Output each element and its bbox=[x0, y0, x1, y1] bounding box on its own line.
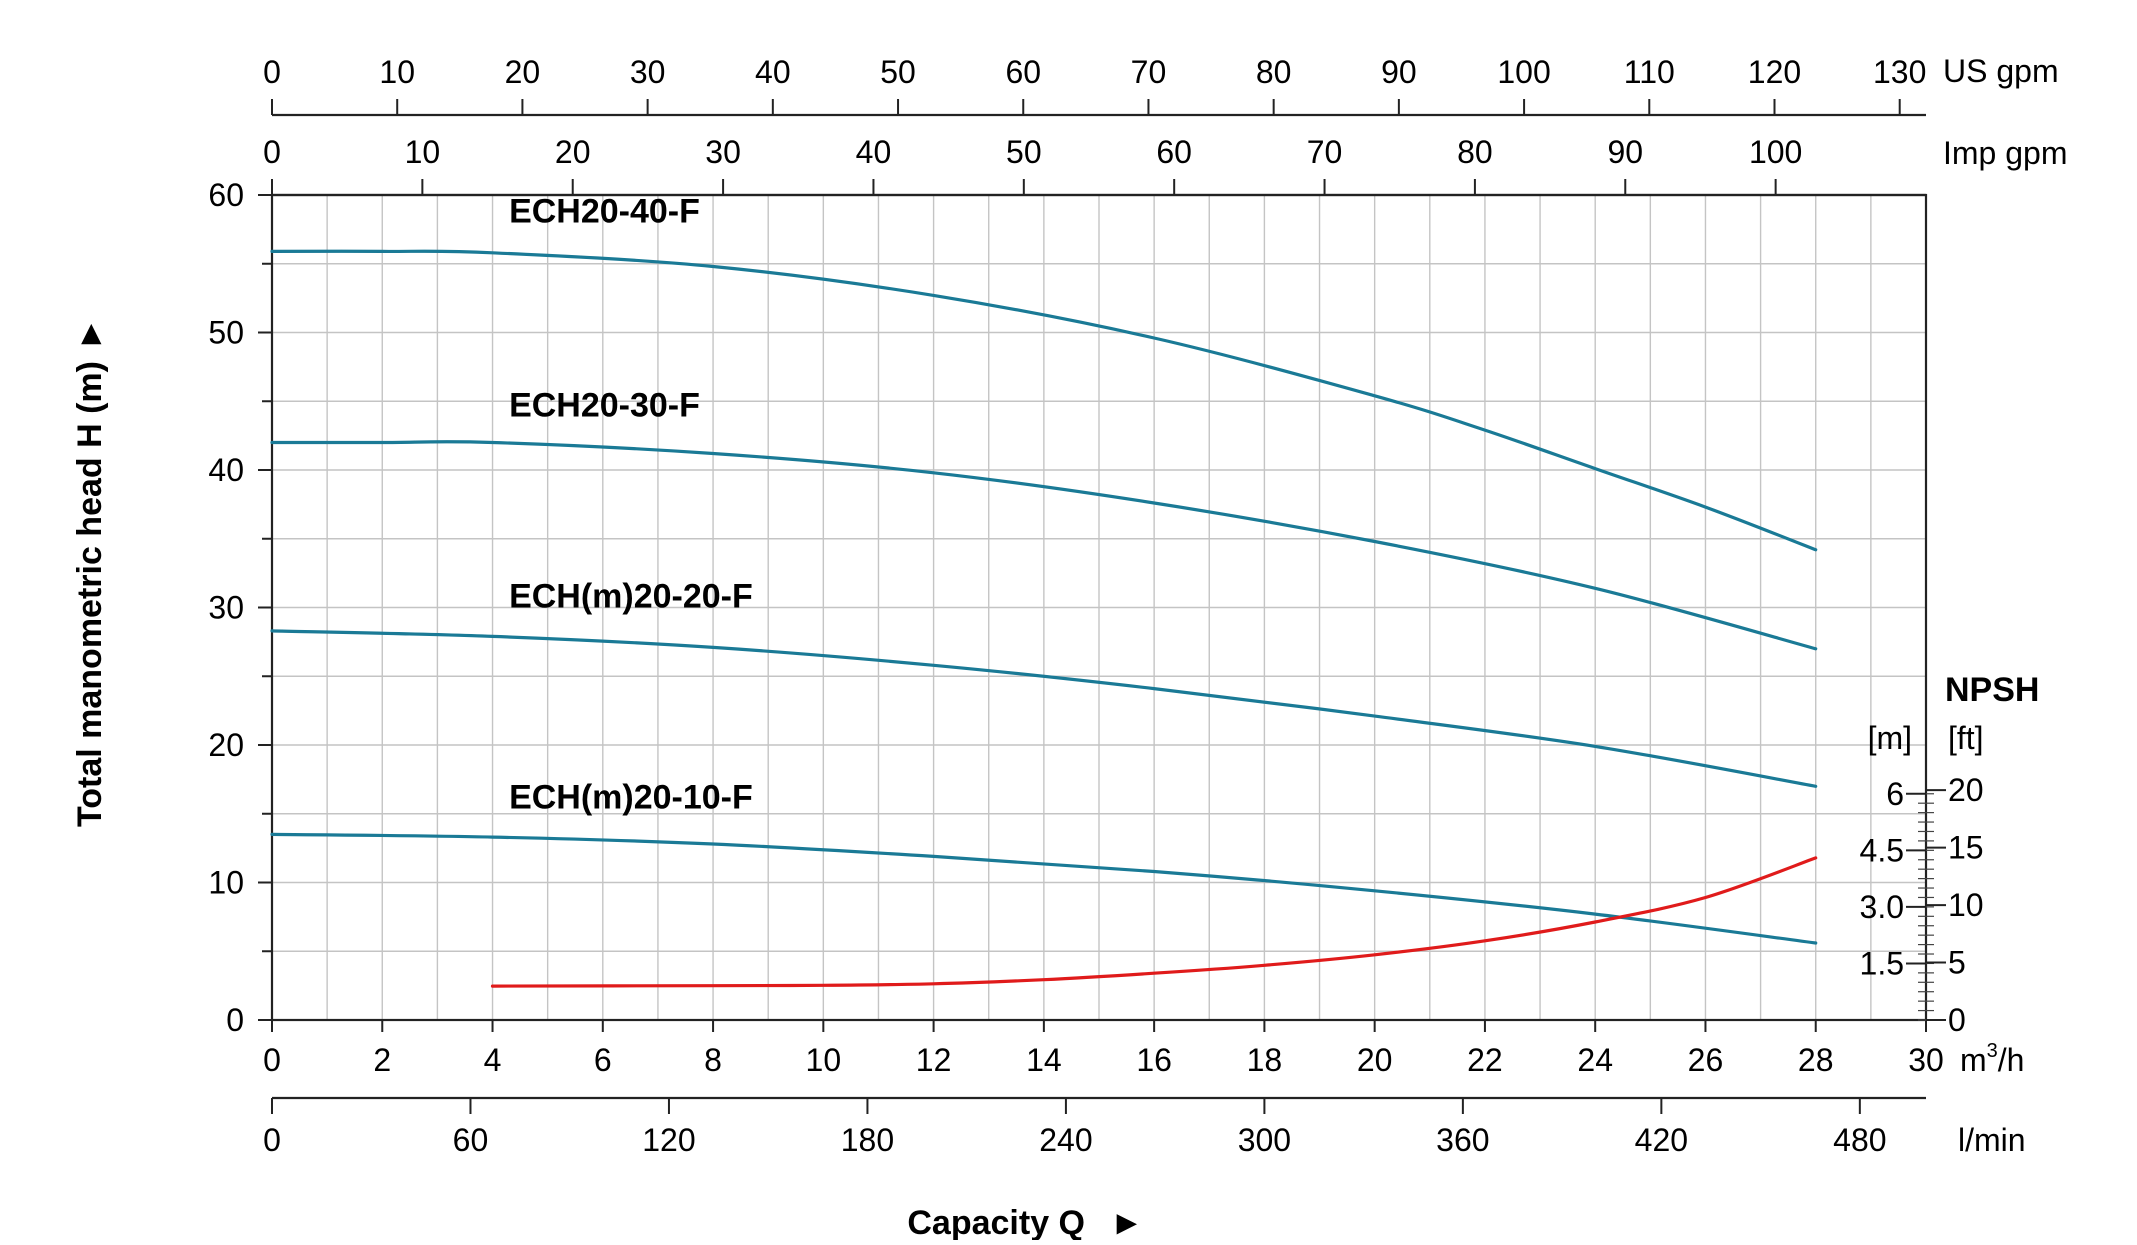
npsh-ft-unit: [ft] bbox=[1948, 720, 1984, 756]
npsh-axis-title: NPSH bbox=[1945, 671, 2039, 709]
data-series bbox=[270, 249, 1818, 988]
x-tick-label: 14 bbox=[1026, 1042, 1062, 1078]
lmin-tick-label: 480 bbox=[1833, 1122, 1886, 1158]
lmin-tick-label: 420 bbox=[1635, 1122, 1688, 1158]
x-tick-label: 10 bbox=[806, 1042, 842, 1078]
imp-gpm-tick-label: 100 bbox=[1749, 134, 1802, 170]
series-labels: ECH20-40-F ECH20-30-F ECH(m)20-20-F ECH(m)2… bbox=[509, 193, 753, 817]
curve-ech20-40-f bbox=[270, 249, 1818, 552]
imp-gpm-tick-label: 70 bbox=[1307, 134, 1343, 170]
y-axis-arrow: ► bbox=[71, 317, 109, 351]
us-gpm-tick-label: 130 bbox=[1873, 54, 1926, 90]
npsh-m-tick-label: 6 bbox=[1886, 776, 1904, 812]
us-gpm-unit: US gpm bbox=[1943, 53, 2059, 89]
x-tick-label: 20 bbox=[1357, 1042, 1393, 1078]
x-tick-label: 8 bbox=[704, 1042, 722, 1078]
m3h-unit-tail: /h bbox=[1998, 1042, 2025, 1078]
npsh-ft-tick-label: 15 bbox=[1948, 830, 1984, 866]
npsh-ft-tick-label: 20 bbox=[1948, 772, 1984, 808]
imp-gpm-tick-label: 90 bbox=[1607, 134, 1643, 170]
us-gpm-tick-label: 80 bbox=[1256, 54, 1292, 90]
imp-gpm-tick-label: 60 bbox=[1156, 134, 1192, 170]
imp-gpm-tick-label: 20 bbox=[555, 134, 591, 170]
lmin-tick-label: 360 bbox=[1436, 1122, 1489, 1158]
x-tick-label: 18 bbox=[1247, 1042, 1283, 1078]
imp-gpm-tick-label: 40 bbox=[856, 134, 892, 170]
lmin-tick-label: 300 bbox=[1238, 1122, 1291, 1158]
x-tick-label: 2 bbox=[373, 1042, 391, 1078]
npsh-m-unit: [m] bbox=[1868, 720, 1912, 756]
npsh-m-tick-label: 1.5 bbox=[1860, 945, 1904, 981]
imp-gpm-tick-label: 10 bbox=[405, 134, 441, 170]
x-tick-label: 16 bbox=[1136, 1042, 1172, 1078]
curve-ech-m-20-20-f bbox=[270, 629, 1818, 788]
curve-label-ech20-30-f: ECH20-30-F bbox=[509, 386, 700, 424]
us-gpm-tick-label: 40 bbox=[755, 54, 791, 90]
y-tick-label: 20 bbox=[208, 727, 244, 763]
y-axis-title: Total manometric head H (m) bbox=[71, 361, 109, 827]
npsh-ft-tick-label: 10 bbox=[1948, 887, 1984, 923]
y-tick-label: 0 bbox=[226, 1002, 244, 1038]
imp-gpm-tick-label: 80 bbox=[1457, 134, 1493, 170]
imp-gpm-tick-label: 0 bbox=[263, 134, 281, 170]
lmin-tick-label: 120 bbox=[642, 1122, 695, 1158]
y-tick-label: 10 bbox=[208, 865, 244, 901]
lmin-tick-label: 180 bbox=[841, 1122, 894, 1158]
x-tick-label: 24 bbox=[1577, 1042, 1613, 1078]
x-axis-title: Capacity Q bbox=[907, 1204, 1085, 1240]
curve-ech-m-20-10-f bbox=[270, 832, 1818, 945]
m3h-unit: m3/h bbox=[1960, 1040, 2024, 1078]
x-tick-label: 4 bbox=[484, 1042, 502, 1078]
y-tick-label: 60 bbox=[208, 177, 244, 213]
y-tick-label: 30 bbox=[208, 590, 244, 626]
lmin-tick-label: 60 bbox=[453, 1122, 489, 1158]
y-tick-label: 40 bbox=[208, 452, 244, 488]
x-tick-label: 30 bbox=[1908, 1042, 1944, 1078]
lmin-tick-label: 240 bbox=[1039, 1122, 1092, 1158]
npsh-m-tick-label: 3.0 bbox=[1860, 889, 1904, 925]
curve-label-ech20-40-f: ECH20-40-F bbox=[509, 193, 700, 231]
us-gpm-tick-label: 90 bbox=[1381, 54, 1417, 90]
imp-gpm-unit: Imp gpm bbox=[1943, 135, 2067, 171]
curve-label-ech-m-20-10-f: ECH(m)20-10-F bbox=[509, 778, 753, 816]
lmin-unit: l/min bbox=[1958, 1122, 2026, 1158]
us-gpm-tick-label: 0 bbox=[263, 54, 281, 90]
us-gpm-tick-label: 30 bbox=[630, 54, 666, 90]
us-gpm-tick-label: 120 bbox=[1748, 54, 1801, 90]
npsh-ft-tick-label: 0 bbox=[1948, 1002, 1966, 1038]
us-gpm-tick-label: 50 bbox=[880, 54, 916, 90]
m3h-unit-base: m bbox=[1960, 1042, 1987, 1078]
us-gpm-tick-label: 10 bbox=[379, 54, 415, 90]
y-tick-label: 50 bbox=[208, 315, 244, 351]
us-gpm-tick-label: 70 bbox=[1131, 54, 1167, 90]
us-gpm-tick-label: 110 bbox=[1624, 54, 1675, 90]
curve-ech20-30-f bbox=[270, 440, 1818, 651]
axes: 0 2 4 6 8 10 12 14 16 18 20 22 24 26 28 300102030405060… bbox=[208, 54, 1983, 1158]
curve-label-ech-m-20-20-f: ECH(m)20-20-F bbox=[509, 578, 753, 616]
us-gpm-tick-label: 60 bbox=[1005, 54, 1041, 90]
x-tick-label: 0 bbox=[263, 1042, 281, 1078]
m3h-unit-superscript: 3 bbox=[1987, 1040, 1998, 1062]
imp-gpm-tick-label: 50 bbox=[1006, 134, 1042, 170]
x-axis-arrow: ► bbox=[1110, 1204, 1144, 1240]
npsh-m-tick-label: 4.5 bbox=[1860, 832, 1904, 868]
x-tick-label: 22 bbox=[1467, 1042, 1503, 1078]
imp-gpm-tick-label: 30 bbox=[705, 134, 741, 170]
us-gpm-tick-label: 100 bbox=[1497, 54, 1550, 90]
x-tick-label: 12 bbox=[916, 1042, 952, 1078]
x-tick-label: 6 bbox=[594, 1042, 612, 1078]
x-tick-label: 26 bbox=[1688, 1042, 1724, 1078]
npsh-curve bbox=[490, 856, 1818, 988]
x-tick-label: 28 bbox=[1798, 1042, 1834, 1078]
lmin-tick-label: 0 bbox=[263, 1122, 281, 1158]
us-gpm-tick-label: 20 bbox=[505, 54, 541, 90]
grid bbox=[272, 195, 1926, 1020]
npsh-ft-tick-label: 5 bbox=[1948, 945, 1966, 981]
